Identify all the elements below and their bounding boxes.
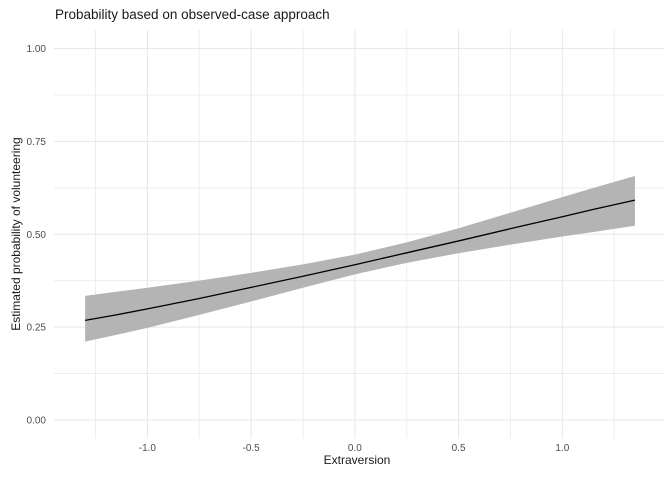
y-tick-label: 1.00 [27,44,47,55]
fit-line [85,199,636,322]
x-tick-label: 1.0 [555,443,569,454]
x-tick-label: -0.5 [242,443,260,454]
x-tick-label: -1.0 [139,443,157,454]
x-tick-label: 0.5 [452,443,466,454]
y-tick-label: 0.75 [27,137,47,148]
chart-title: Probability based on observed-case appro… [55,7,330,22]
y-tick-label: 0.50 [27,230,47,241]
y-tick-label: 0.25 [27,323,47,334]
y-tick-label: 0.00 [27,415,47,426]
confidence-band [85,175,635,342]
x-tick-label: 0.0 [348,443,362,454]
x-axis-title: Extraversion [323,453,391,467]
